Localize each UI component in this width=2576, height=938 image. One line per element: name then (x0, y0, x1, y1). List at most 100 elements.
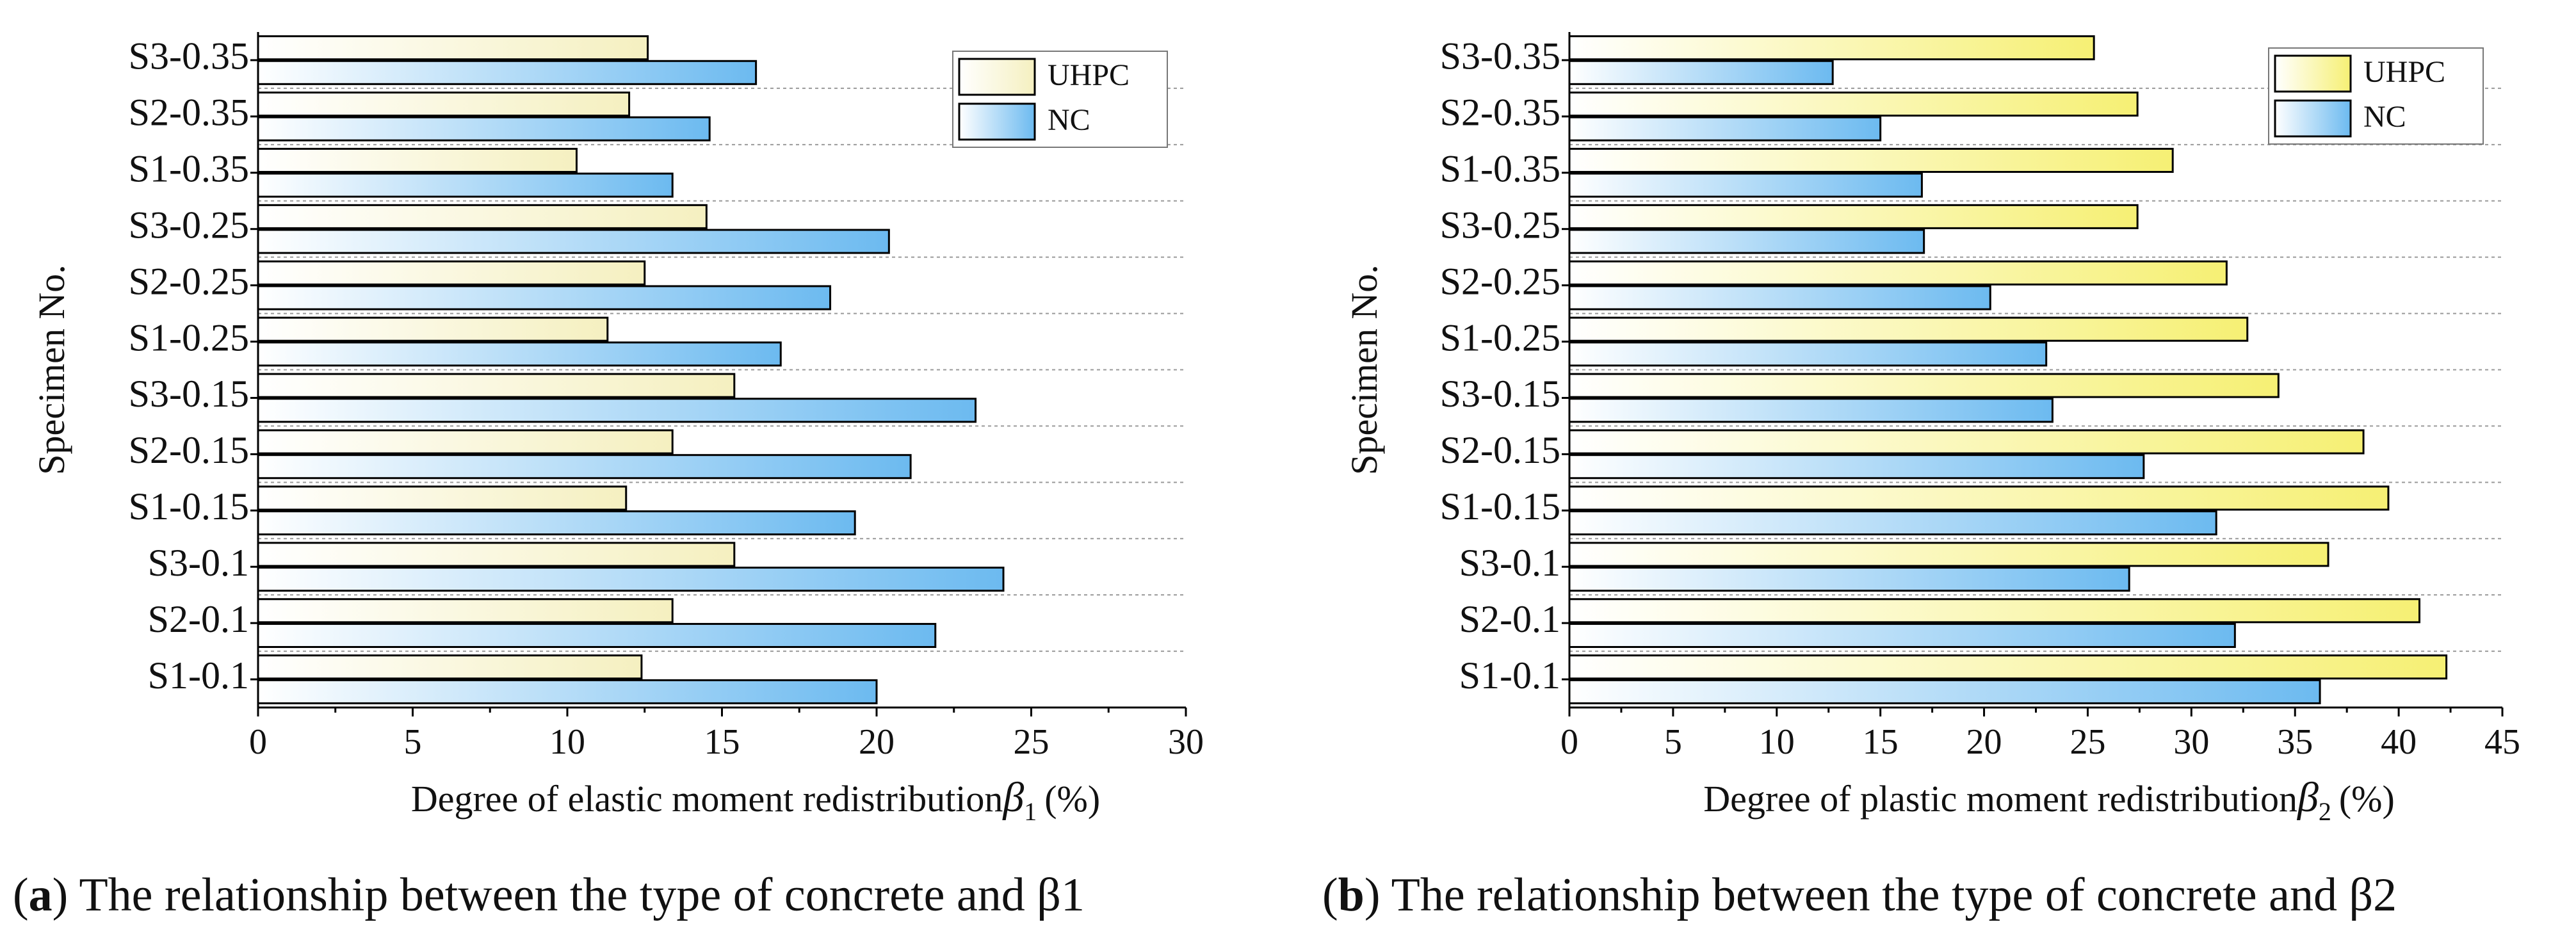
bar-uhpc-s3-0.1 (1568, 542, 2329, 567)
x-axis-title-unit: (%) (1044, 778, 1100, 820)
bar-nc-s1-0.35 (1568, 172, 1923, 198)
y-tick-label: S3-0.1 (148, 542, 249, 584)
y-axis-title: Specimen No. (1343, 264, 1385, 475)
x-tick-label: 40 (2381, 722, 2417, 762)
x-tick-label: 25 (2070, 722, 2105, 762)
x-axis-title-subscript: 2 (2319, 797, 2331, 826)
bar-uhpc-s3-0.35 (257, 35, 649, 61)
bar-uhpc-s2-0.15 (1568, 429, 2365, 455)
x-tick-label: 30 (1168, 722, 1204, 762)
panel-caption: (b) The relationship between the type of… (1322, 869, 2397, 921)
y-tick-label: S2-0.35 (129, 92, 249, 134)
bar-nc-s3-0.35 (1568, 60, 1834, 85)
y-tick-label: S2-0.25 (129, 260, 249, 302)
y-tick-label: S1-0.1 (148, 654, 249, 697)
bar-nc-s2-0.25 (1568, 285, 1991, 311)
x-axis-title: Degree of elastic moment redistributionβ… (411, 774, 1100, 826)
legend-label-uhpc: UHPC (1048, 58, 1130, 92)
legend-label-uhpc: UHPC (2363, 55, 2445, 89)
bar-nc-s3-0.25 (257, 229, 890, 254)
x-tick-label: 35 (2277, 722, 2313, 762)
bar-nc-s3-0.35 (257, 60, 757, 85)
panel-b-chart: S1-0.1 S2-0.1 S3-0.1 S1-0.15 S2-0.15 S3-0.15 S… (1322, 32, 2520, 921)
bar-uhpc-s3-0.25 (257, 204, 708, 229)
bar-nc-s1-0.1 (1568, 679, 2321, 704)
bar-uhpc-s2-0.1 (257, 598, 674, 624)
bar-uhpc-s2-0.25 (257, 260, 646, 286)
bar-uhpc-s1-0.15 (1568, 485, 2390, 511)
bar-nc-s2-0.1 (1568, 622, 2236, 648)
y-tick-label: S2-0.1 (1459, 598, 1560, 640)
y-tick-label: S2-0.35 (1440, 92, 1560, 134)
y-tick-label: S3-0.35 (1440, 35, 1560, 77)
caption-panel-id: a (29, 869, 53, 921)
bar-uhpc-s1-0.25 (257, 316, 609, 342)
y-tick-label: S2-0.25 (1440, 260, 1560, 302)
y-tick-label: S1-0.25 (129, 316, 249, 359)
bar-nc-s2-0.15 (1568, 454, 2145, 480)
legend-swatch-nc (2274, 99, 2352, 138)
y-tick-label: S2-0.15 (129, 429, 249, 471)
y-tick-label: S1-0.25 (1440, 316, 1560, 359)
bar-uhpc-s3-0.35 (1568, 35, 2095, 61)
bar-uhpc-s3-0.15 (1568, 373, 2280, 398)
legend-swatch-uhpc (958, 58, 1036, 96)
y-tick-label: S2-0.15 (1440, 429, 1560, 471)
bar-nc-s1-0.15 (257, 510, 856, 536)
y-tick-label: S2-0.1 (148, 598, 249, 640)
legend-swatch-nc (958, 102, 1036, 141)
y-tick-label: S1-0.35 (129, 148, 249, 190)
bar-nc-s1-0.25 (1568, 341, 2048, 367)
x-axis-title-subscript: 1 (1024, 797, 1037, 826)
bar-nc-s1-0.15 (1568, 510, 2217, 536)
caption-paren-open: ( (13, 869, 29, 921)
x-tick-label: 0 (1560, 722, 1578, 762)
x-tick-label: 20 (859, 722, 895, 762)
bar-nc-s1-0.25 (257, 341, 782, 367)
x-tick-label: 30 (2173, 722, 2209, 762)
panel-a-chart: S1-0.1 S2-0.1 S3-0.1 S1-0.15 S2-0.15 S3-0.15 S… (13, 32, 1204, 921)
legend-label-nc: NC (1048, 103, 1090, 137)
x-axis-title-text: Degree of plastic moment redistribution (1703, 778, 2297, 820)
bar-nc-s2-0.35 (1568, 116, 1882, 142)
bar-nc-s3-0.15 (1568, 398, 2054, 423)
y-tick-label: S1-0.15 (129, 485, 249, 528)
y-tick-label: S3-0.25 (1440, 204, 1560, 246)
bar-nc-s2-0.25 (257, 285, 832, 311)
y-tick-label: S1-0.15 (1440, 485, 1560, 528)
bar-uhpc-s2-0.15 (257, 429, 674, 455)
bar-uhpc-s1-0.15 (257, 485, 628, 511)
y-tick-label: S3-0.15 (1440, 373, 1560, 415)
y-tick-label: S1-0.35 (1440, 148, 1560, 190)
bar-nc-s3-0.25 (1568, 229, 1925, 254)
bar-nc-s3-0.1 (1568, 567, 2130, 592)
bar-uhpc-s2-0.35 (1568, 92, 2139, 117)
bar-uhpc-s1-0.25 (1568, 316, 2249, 342)
bar-nc-s2-0.1 (257, 622, 937, 648)
bar-nc-s2-0.15 (257, 454, 912, 480)
x-tick-label: 20 (1966, 722, 2002, 762)
bar-uhpc-s1-0.35 (1568, 147, 2174, 173)
bar-nc-s1-0.1 (257, 679, 878, 704)
y-tick-label: S3-0.1 (1459, 542, 1560, 584)
bar-nc-s2-0.35 (257, 116, 711, 142)
bar-uhpc-s1-0.1 (1568, 654, 2448, 680)
bar-nc-s1-0.35 (257, 172, 674, 198)
y-tick-label: S1-0.1 (1459, 654, 1560, 697)
y-axis-title: Specimen No. (31, 264, 72, 475)
bar-nc-s3-0.1 (257, 567, 1005, 592)
legend-label-nc: NC (2363, 100, 2406, 134)
x-tick-label: 15 (1863, 722, 1899, 762)
x-tick-label: 5 (404, 722, 422, 762)
x-axis-title-text: Degree of elastic moment redistribution (411, 778, 1003, 820)
x-axis-title-symbol: β (2296, 774, 2319, 821)
x-axis-title-unit: (%) (2339, 778, 2395, 820)
caption-panel-id: b (1338, 869, 1365, 921)
legend-swatch-uhpc (2274, 54, 2352, 93)
x-tick-label: 10 (1759, 722, 1795, 762)
bar-nc-s3-0.15 (257, 398, 977, 423)
caption-text: ) The relationship between the type of c… (1365, 869, 2397, 921)
bar-uhpc-s2-0.35 (257, 92, 631, 117)
x-tick-label: 10 (549, 722, 585, 762)
x-tick-label: 45 (2484, 722, 2520, 762)
